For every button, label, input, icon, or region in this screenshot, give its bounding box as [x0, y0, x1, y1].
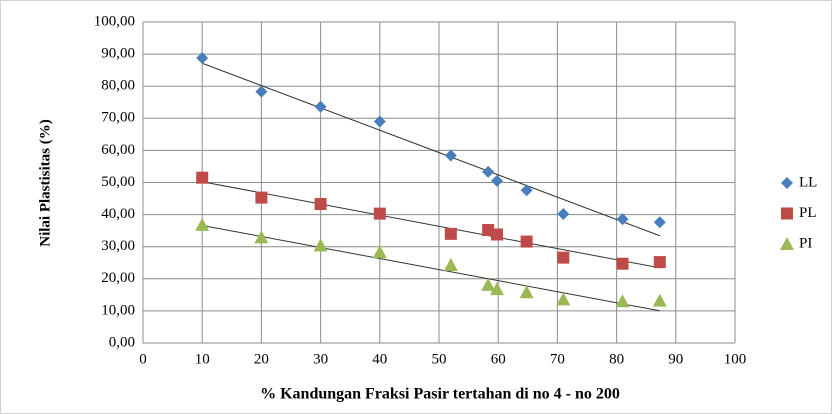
marker	[314, 198, 327, 211]
marker	[652, 293, 667, 307]
marker	[443, 257, 458, 271]
marker	[481, 277, 496, 291]
x-tick-label: 60	[491, 351, 506, 367]
marker	[254, 230, 269, 244]
x-tick-label: 0	[139, 351, 147, 367]
y-tick-label: 0,00	[109, 334, 135, 350]
y-tick-label: 90,00	[101, 46, 135, 62]
x-tick-label: 70	[550, 351, 565, 367]
y-tick-label: 70,00	[101, 110, 135, 126]
marker	[255, 85, 268, 98]
x-tick-label: 40	[372, 351, 387, 367]
marker	[556, 292, 571, 306]
x-tick-label: 20	[254, 351, 269, 367]
marker	[482, 165, 495, 178]
y-tick-label: 10,00	[101, 302, 135, 318]
legend-label: PL	[799, 205, 817, 221]
y-tick-label: 80,00	[101, 78, 135, 94]
marker	[196, 51, 209, 64]
y-tick-label: 40,00	[101, 206, 135, 222]
marker	[195, 217, 210, 231]
marker	[557, 251, 570, 264]
y-tick-label: 100,00	[94, 13, 135, 29]
marker	[491, 174, 504, 187]
marker	[490, 282, 505, 296]
trendline	[202, 181, 660, 269]
marker	[616, 213, 629, 226]
legend-label: LL	[799, 174, 817, 190]
y-axis-title: Nilai Plastisitas (%)	[37, 119, 53, 247]
x-tick-label: 80	[609, 351, 624, 367]
legend-marker	[780, 237, 794, 250]
y-tick-label: 30,00	[101, 238, 135, 254]
x-tick-label: 90	[668, 351, 683, 367]
x-tick-label: 10	[195, 351, 210, 367]
legend-marker	[781, 207, 793, 220]
trendline	[202, 62, 660, 237]
legend-label: PI	[799, 235, 812, 251]
marker	[372, 245, 387, 259]
marker	[491, 228, 504, 241]
marker	[313, 238, 328, 252]
marker	[314, 100, 327, 113]
y-tick-label: 20,00	[101, 270, 135, 286]
marker	[196, 171, 209, 184]
x-tick-label: 30	[313, 351, 328, 367]
y-tick-label: 50,00	[101, 174, 135, 190]
marker	[557, 207, 570, 220]
marker	[444, 227, 457, 240]
marker	[373, 207, 386, 220]
marker	[653, 256, 666, 269]
trendline	[202, 224, 660, 312]
legend-marker	[781, 177, 793, 189]
x-axis-title: % Kandungan Fraksi Pasir tertahan di no …	[260, 386, 620, 403]
marker	[444, 149, 457, 162]
marker	[616, 257, 629, 270]
x-tick-label: 100	[724, 351, 747, 367]
marker	[615, 294, 630, 308]
marker	[519, 285, 534, 299]
marker	[255, 191, 268, 204]
x-tick-label: 50	[432, 351, 447, 367]
marker	[653, 216, 666, 229]
marker	[373, 115, 386, 128]
marker	[520, 184, 533, 197]
y-tick-label: 60,00	[101, 142, 135, 158]
marker	[520, 235, 533, 248]
